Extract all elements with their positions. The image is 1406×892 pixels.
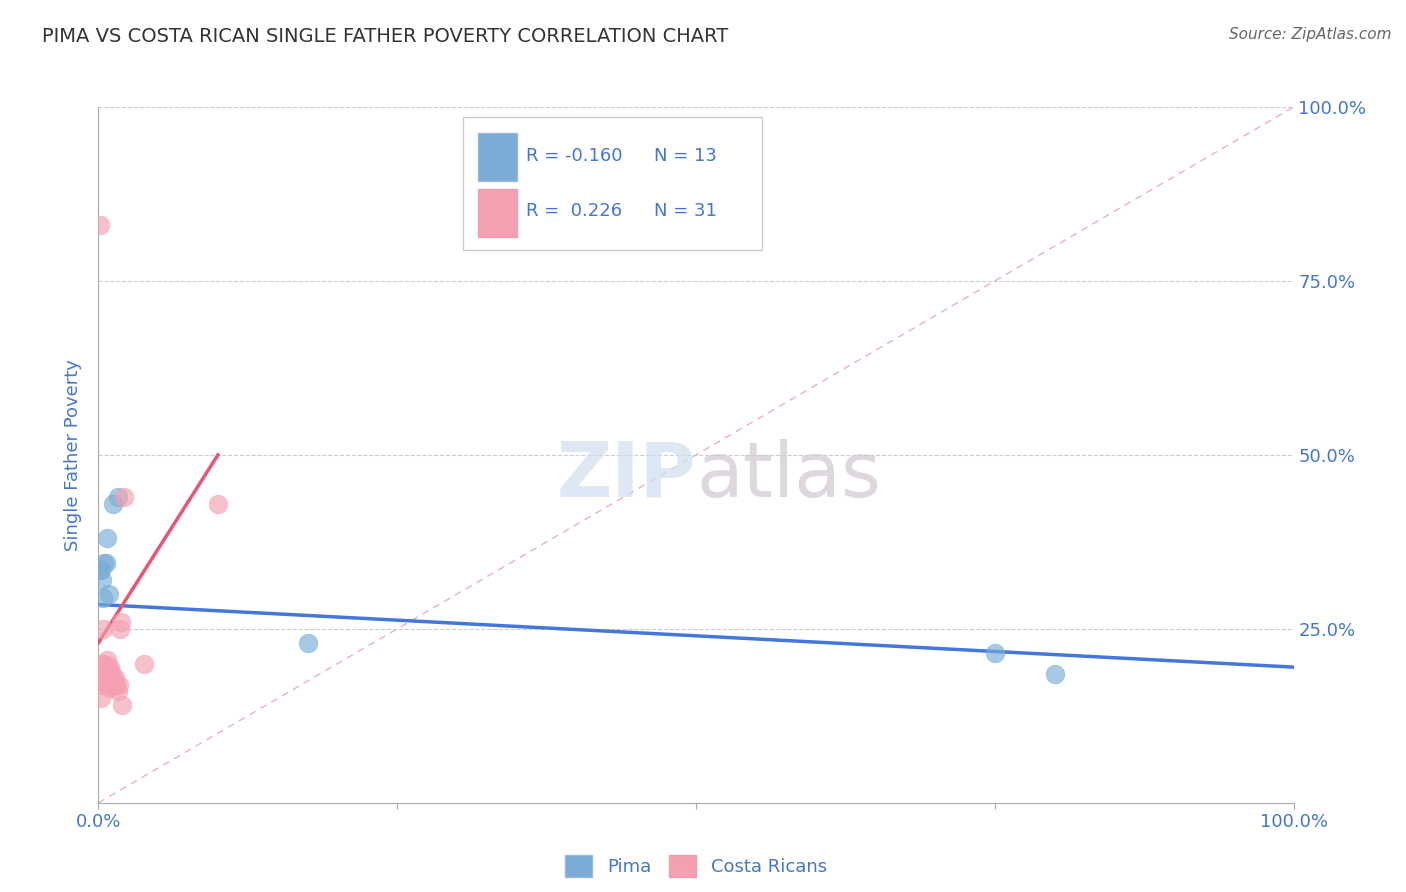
Point [93,556,115,570]
Point [91,674,114,689]
Point [110,615,132,629]
Point [93,667,115,681]
Point [132,657,155,671]
Point [91,674,114,689]
Y-axis label: Single Father Poverty: Single Father Poverty [65,359,83,551]
Point [107,677,129,691]
Text: atlas: atlas [696,439,880,513]
Text: N = 31: N = 31 [654,202,717,220]
Point [90,691,112,706]
Point [91,591,114,605]
Point [103,674,125,689]
Text: Source: ZipAtlas.com: Source: ZipAtlas.com [1229,27,1392,42]
Point [94,664,117,678]
Point [112,490,135,504]
Text: ZIP: ZIP [557,439,696,513]
Point [111,698,134,713]
Point [91,622,114,636]
Point [97,660,120,674]
Text: R = -0.160: R = -0.160 [526,147,623,165]
Point [96,532,118,546]
Point [98,681,122,695]
FancyBboxPatch shape [478,189,517,237]
Point [101,497,124,511]
Point [101,677,124,691]
Text: R =  0.226: R = 0.226 [526,202,623,220]
Point [107,684,129,698]
Point [91,657,114,671]
Point [89,677,111,691]
Text: PIMA VS COSTA RICAN SINGLE FATHER POVERTY CORRELATION CHART: PIMA VS COSTA RICAN SINGLE FATHER POVERT… [42,27,728,45]
Point [98,587,121,601]
Legend: Pima, Costa Ricans: Pima, Costa Ricans [558,847,834,884]
Point [297,636,319,650]
Point [90,563,112,577]
Point [89,563,111,577]
Point [91,573,114,587]
Point [107,490,129,504]
Point [104,671,127,685]
Point [207,497,229,511]
Point [108,622,131,636]
Point [98,674,121,689]
Point [96,653,118,667]
Point [94,556,117,570]
Text: N = 13: N = 13 [654,147,717,165]
Point [89,219,111,233]
Point [90,664,112,678]
Point [104,677,127,691]
Point [93,657,115,671]
Point [1043,667,1066,681]
FancyBboxPatch shape [478,134,517,181]
Point [105,677,128,691]
Point [100,667,122,681]
Point [98,660,122,674]
Point [984,646,1007,660]
Point [96,674,118,689]
FancyBboxPatch shape [463,118,762,250]
